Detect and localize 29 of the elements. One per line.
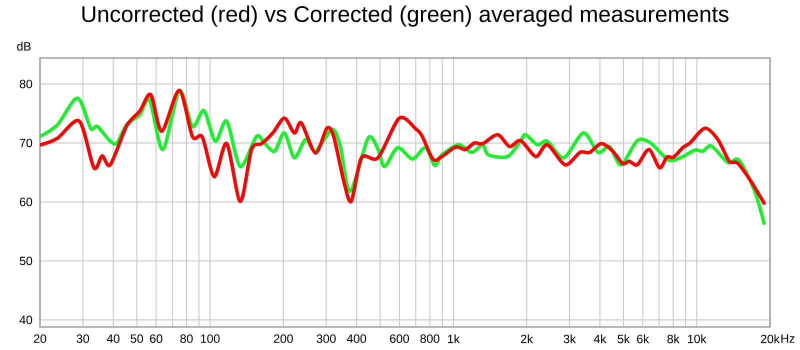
y-tick-label: 60	[20, 198, 32, 206]
y-tick-label: 80	[20, 80, 32, 88]
x-tick-label: 600	[390, 334, 409, 343]
chart-title: Uncorrected (red) vs Corrected (green) averaged measurements	[82, 6, 728, 27]
y-tick-label: 50	[20, 256, 32, 266]
x-tick-label: 10k	[688, 334, 706, 344]
x-tick-label: 100	[201, 334, 220, 343]
x-tick-label: 50	[130, 334, 144, 343]
x-tick-label: 20k	[760, 334, 780, 344]
x-tick-label: 800	[420, 334, 440, 343]
x-tick-label: 8k	[667, 334, 680, 344]
y-axis-title: dB	[17, 42, 31, 51]
x-tick-label: 40	[106, 334, 120, 343]
y-tick-label: 40	[20, 316, 32, 324]
x-tick-label: 1k	[448, 334, 460, 344]
x-axis-title: Hz	[781, 334, 794, 343]
x-tick-label: 6k	[637, 334, 650, 344]
x-tick-label: 300	[316, 334, 336, 343]
x-tick-label: 30	[76, 334, 90, 343]
x-tick-label: 400	[346, 334, 366, 343]
x-tick-label: 2k	[520, 334, 534, 344]
x-tick-label: 4k	[594, 334, 606, 344]
y-tick-label: 70	[20, 138, 32, 148]
x-tick-label: 60	[150, 334, 162, 343]
x-tick-label: 20	[34, 334, 46, 343]
x-tick-label: 5k	[618, 334, 630, 344]
x-tick-label: 80	[180, 334, 193, 343]
x-tick-label: 3k	[564, 334, 576, 344]
x-tick-label: 200	[274, 334, 293, 343]
